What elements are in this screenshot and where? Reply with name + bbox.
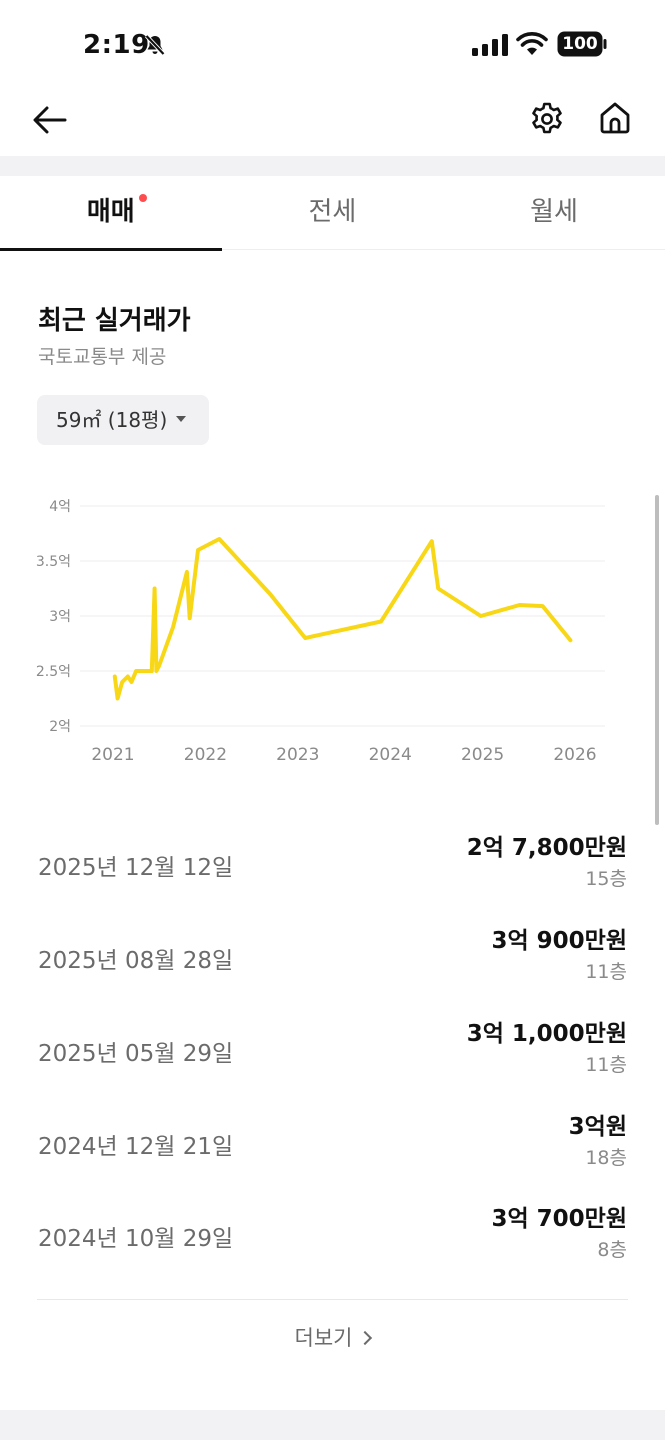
transaction-row[interactable]: 2025년 08월 28일 3억 900만원 11층 bbox=[0, 913, 665, 1005]
chart-x-tick-label: 2024 bbox=[369, 745, 412, 765]
see-more-label: 더보기 bbox=[294, 1326, 353, 1350]
transaction-date: 2025년 05월 29일 bbox=[38, 1041, 234, 1067]
tab-jeonse-label: 전세 bbox=[308, 197, 357, 227]
transaction-floor: 11층 bbox=[585, 1054, 627, 1076]
tab-monthly-rent[interactable]: 월세 bbox=[443, 176, 665, 250]
chart-x-tick-label: 2025 bbox=[461, 745, 504, 765]
transaction-row[interactable]: 2025년 05월 29일 3억 1,000만원 11층 bbox=[0, 1006, 665, 1098]
chart-x-tick-label: 2026 bbox=[553, 745, 596, 765]
status-bar: 2:19 100 bbox=[0, 0, 665, 90]
price-series-line bbox=[112, 537, 573, 701]
gear-icon[interactable] bbox=[528, 100, 566, 138]
tab-sale-label: 매매 bbox=[86, 197, 135, 227]
transaction-row[interactable]: 2024년 10월 29일 3억 700만원 8층 bbox=[0, 1191, 665, 1283]
chart-y-tick-label: 2.5억 bbox=[36, 664, 71, 680]
transaction-date: 2024년 12월 21일 bbox=[38, 1134, 234, 1160]
caret-down-icon bbox=[176, 416, 186, 422]
bell-muted-icon bbox=[145, 34, 165, 56]
chart-y-tick-label: 3.5억 bbox=[36, 554, 71, 570]
transaction-price: 3억 1,000만원 bbox=[466, 1021, 627, 1047]
area-size-value: 59㎡ (18평) bbox=[56, 408, 168, 432]
chart-y-tick-label: 3억 bbox=[49, 609, 71, 625]
area-size-dropdown[interactable]: 59㎡ (18평) bbox=[37, 395, 209, 445]
battery-level: 100 bbox=[562, 34, 598, 54]
tab-monthly-rent-label: 월세 bbox=[530, 197, 578, 227]
chart-x-tick-label: 2021 bbox=[91, 745, 134, 765]
tab-sale[interactable]: 매매 bbox=[0, 176, 222, 251]
section-subtitle: 국토교통부 제공 bbox=[38, 346, 167, 368]
chart-y-axis: 4억 3.5억 3억 2.5억 2억 bbox=[36, 499, 71, 735]
transaction-floor: 8층 bbox=[597, 1239, 627, 1261]
back-arrow-icon[interactable] bbox=[30, 100, 70, 140]
transaction-floor: 15층 bbox=[585, 868, 627, 890]
list-divider bbox=[37, 1299, 628, 1300]
chart-y-tick-label: 2억 bbox=[49, 719, 71, 735]
top-nav bbox=[0, 90, 665, 156]
deal-type-tabs: 매매 전세 월세 bbox=[0, 176, 665, 251]
transaction-date: 2025년 08월 28일 bbox=[38, 948, 234, 974]
tab-jeonse[interactable]: 전세 bbox=[222, 176, 444, 250]
status-time: 2:19 bbox=[83, 30, 150, 60]
cellular-signal-icon bbox=[472, 34, 508, 56]
new-badge-dot bbox=[139, 194, 147, 202]
transaction-price: 3억 700만원 bbox=[491, 1206, 627, 1232]
transaction-price: 2억 7,800만원 bbox=[466, 835, 627, 861]
chevron-right-icon bbox=[358, 1330, 373, 1346]
transaction-floor: 11층 bbox=[585, 961, 627, 983]
transaction-date: 2024년 10월 29일 bbox=[38, 1226, 234, 1252]
chart-grid bbox=[80, 505, 605, 727]
see-more-button[interactable]: 더보기 bbox=[0, 1322, 665, 1352]
section-title: 최근 실거래가 bbox=[38, 306, 191, 336]
transaction-row[interactable]: 2024년 12월 21일 3억원 18층 bbox=[0, 1099, 665, 1191]
transaction-date: 2025년 12월 12일 bbox=[38, 855, 234, 881]
transaction-floor: 18층 bbox=[585, 1147, 627, 1169]
wifi-icon bbox=[516, 32, 548, 55]
transaction-price: 3억원 bbox=[568, 1114, 627, 1140]
transaction-row[interactable]: 2025년 12월 12일 2억 7,800만원 15층 bbox=[0, 820, 665, 912]
home-icon[interactable] bbox=[597, 100, 633, 136]
section-separator bbox=[0, 156, 665, 176]
price-line-chart: 4억 3.5억 3억 2.5억 2억 2021 2022 2023 2024 2025 2026 bbox=[36, 499, 605, 765]
chart-y-tick-label: 4억 bbox=[49, 499, 71, 515]
scrollbar[interactable] bbox=[655, 495, 659, 825]
battery-icon bbox=[557, 31, 607, 57]
chart-x-axis: 2021 2022 2023 2024 2025 2026 bbox=[91, 745, 596, 765]
chart-x-tick-label: 2023 bbox=[276, 745, 319, 765]
chart-x-tick-label: 2022 bbox=[184, 745, 227, 765]
transaction-price: 3억 900만원 bbox=[491, 928, 627, 954]
bottom-section-separator bbox=[0, 1410, 665, 1440]
